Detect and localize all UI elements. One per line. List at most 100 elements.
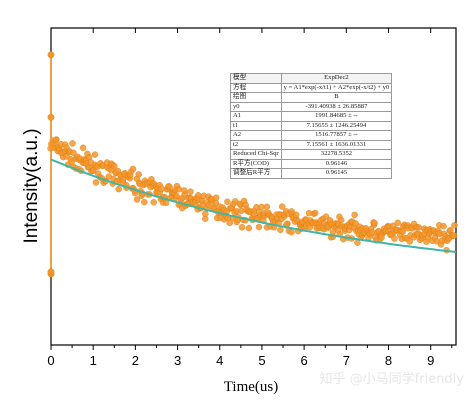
fit-table-row: A2 1516.77857 ± -- <box>230 130 393 141</box>
fit-table-value: B <box>280 92 393 103</box>
x-tick-label: 2 <box>132 353 139 368</box>
axis-ticks: 0 1 2 3 4 5 6 7 8 9 <box>47 28 453 368</box>
fit-table-key: R平方(COD) <box>230 158 282 169</box>
fit-table-row: Reduced Chi-Sqr 32278.5352 <box>230 149 393 160</box>
fit-table-value: 0.96146 <box>280 158 393 169</box>
y-axis-label: Intensity(a.u.) <box>21 128 42 243</box>
data-point <box>258 203 265 211</box>
data-point <box>175 186 183 193</box>
data-point <box>150 199 157 206</box>
data-point <box>391 235 398 242</box>
data-point <box>322 213 330 220</box>
fit-table-key: t2 <box>230 139 282 150</box>
data-point <box>111 162 118 170</box>
fit-table-key: y0 <box>230 101 282 112</box>
fit-table-key: 方程 <box>230 82 282 93</box>
fit-table-key: 模型 <box>230 73 282 84</box>
data-point <box>312 209 319 217</box>
fit-table-value: 0.96145 <box>280 168 393 179</box>
fit-table-value: 7.15561 ± 1636.01331 <box>280 139 393 150</box>
fit-table-value: ExpDec2 <box>280 73 393 84</box>
data-point <box>394 219 401 227</box>
data-point <box>47 268 55 276</box>
data-point <box>115 185 122 193</box>
data-point <box>263 203 271 211</box>
data-point <box>70 149 77 157</box>
data-point <box>277 226 284 234</box>
fit-table-value: 7.15655 ± 1246.25494 <box>280 120 393 131</box>
fit-table-value: -391.40938 ± 26.85887 <box>280 101 393 112</box>
data-point <box>181 187 188 194</box>
data-point <box>202 210 209 218</box>
data-point <box>47 113 55 121</box>
data-point <box>238 224 246 231</box>
x-axis-label: Time(us) <box>224 379 278 395</box>
data-point <box>173 192 180 200</box>
x-tick-label: 7 <box>343 353 350 368</box>
data-point <box>440 222 447 230</box>
data-point <box>451 222 458 229</box>
fit-table-row: t2 7.15561 ± 1636.01331 <box>230 139 393 150</box>
data-point <box>224 198 231 206</box>
x-tick-label: 9 <box>427 353 434 368</box>
data-point <box>158 185 165 193</box>
data-point <box>187 188 194 195</box>
data-point <box>406 238 413 245</box>
fit-table-value: y = A1*exp(-x/t1) + A2*exp(-x/t2) + y0 <box>280 82 393 93</box>
fit-table-key: Reduced Chi-Sqr <box>230 149 282 160</box>
data-point <box>141 198 148 206</box>
fit-table-value: 32278.5352 <box>280 149 393 160</box>
data-point <box>129 165 137 173</box>
fit-table-row: 调整后R平方 0.96145 <box>230 168 393 179</box>
data-point <box>92 179 100 186</box>
data-point <box>79 144 87 152</box>
data-point <box>415 224 423 231</box>
data-point <box>399 228 406 235</box>
data-point <box>91 151 99 158</box>
data-point <box>338 216 345 224</box>
watermark: 知乎 @小马同学friendly <box>319 372 464 387</box>
data-point <box>279 203 286 210</box>
fit-table-row: 方程 y = A1*exp(-x/t1) + A2*exp(-x/t2) + y0 <box>230 82 393 93</box>
fit-table-row: A1 1991.84685 ± -- <box>230 111 393 122</box>
x-tick-label: 4 <box>216 353 223 368</box>
data-point <box>447 226 454 234</box>
x-tick-label: 0 <box>47 353 54 368</box>
data-points-layer <box>47 51 458 278</box>
data-point <box>212 194 220 201</box>
fit-table-row: 模型 ExpDec2 <box>230 73 393 84</box>
x-tick-label: 6 <box>301 353 308 368</box>
data-point <box>166 183 173 191</box>
fit-results-table: 模型 ExpDec2 方程 y = A1*exp(-x/t1) + A2*exp(-x… <box>230 73 393 179</box>
data-point <box>226 219 233 227</box>
fit-table-key: 绘图 <box>230 92 282 103</box>
data-point <box>450 232 458 239</box>
data-point <box>52 136 60 144</box>
data-point <box>288 228 295 236</box>
data-point <box>133 196 141 203</box>
x-tick-label: 8 <box>385 353 392 368</box>
data-point <box>135 171 142 178</box>
fit-table-row: y0 -391.40938 ± 26.85887 <box>230 101 393 112</box>
data-point <box>293 211 300 219</box>
x-tick-label: 1 <box>90 353 97 368</box>
fit-table-row: t1 7.15655 ± 1246.25494 <box>230 120 393 131</box>
fit-curve <box>50 158 457 253</box>
data-point <box>69 140 76 147</box>
data-point <box>351 211 358 219</box>
data-point <box>371 219 378 227</box>
data-point <box>378 234 385 241</box>
fit-table-value: 1991.84685 ± -- <box>280 111 393 122</box>
data-point <box>245 224 253 232</box>
fit-table-key: t1 <box>230 120 282 131</box>
fit-table-row: R平方(COD) 0.96146 <box>230 158 393 169</box>
fit-table-key: A1 <box>230 111 282 122</box>
fit-table-key: A2 <box>230 130 282 141</box>
x-tick-label: 3 <box>174 353 181 368</box>
data-point <box>47 51 55 59</box>
fit-table-key: 调整后R平方 <box>230 168 282 179</box>
fit-table-row: 绘图 B <box>230 92 393 103</box>
data-point <box>255 223 263 231</box>
x-tick-label: 5 <box>258 353 265 368</box>
